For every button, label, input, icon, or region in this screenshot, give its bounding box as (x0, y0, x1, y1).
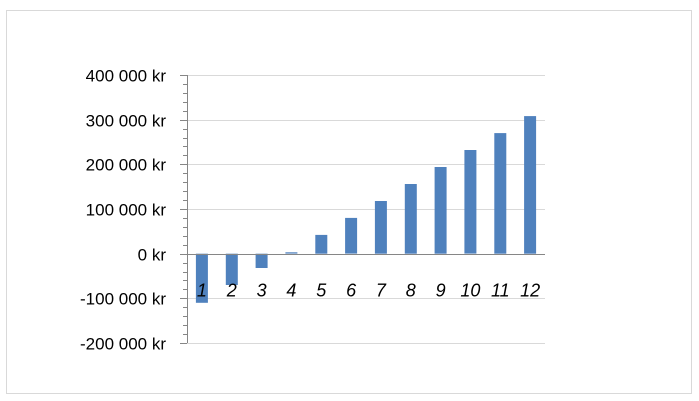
chart-frame (6, 10, 692, 394)
x-tick-label: 1 (197, 281, 207, 301)
x-tick-label: 7 (376, 281, 387, 301)
y-tick-labels: 400 000 kr 300 000 kr 200 000 kr 100 000 kr… (80, 67, 166, 354)
bar-10 (464, 150, 477, 254)
x-tick-label: 12 (520, 281, 540, 301)
bar-2 (225, 253, 238, 285)
bar-8 (404, 184, 417, 254)
x-tick-label: 4 (286, 281, 296, 301)
x-tick-label: 9 (436, 281, 446, 301)
y-tick-label: -100 000 kr (80, 290, 166, 309)
x-tick-label: 11 (491, 281, 510, 301)
bars (195, 116, 537, 303)
x-tick-label: 2 (226, 281, 237, 301)
x-tick-label: 10 (460, 281, 480, 301)
bar-1 (195, 253, 208, 303)
bar-11 (494, 133, 507, 254)
y-tick-label: 400 000 kr (86, 67, 167, 86)
x-tick-label: 8 (406, 281, 416, 301)
x-tick-label: 5 (316, 281, 327, 301)
x-tick-label: 6 (346, 281, 357, 301)
bar-7 (374, 201, 387, 254)
bar-4 (285, 252, 298, 254)
y-tick-label: 100 000 kr (86, 201, 167, 220)
y-tick-label: 300 000 kr (86, 112, 167, 131)
x-tick-label: 3 (257, 281, 267, 301)
bar-5 (315, 234, 328, 254)
bar-6 (345, 217, 358, 254)
bar-12 (524, 116, 537, 254)
axes (180, 75, 545, 344)
y-tick-label: -200 000 kr (80, 335, 166, 354)
gridlines (187, 75, 545, 344)
y-tick-label: 200 000 kr (86, 156, 167, 175)
bar-3 (255, 253, 268, 268)
x-tick-labels: 1 2 3 4 5 6 7 8 9 10 11 12 (197, 281, 540, 301)
y-tick-label: 0 kr (138, 246, 167, 265)
bar-9 (434, 167, 447, 254)
